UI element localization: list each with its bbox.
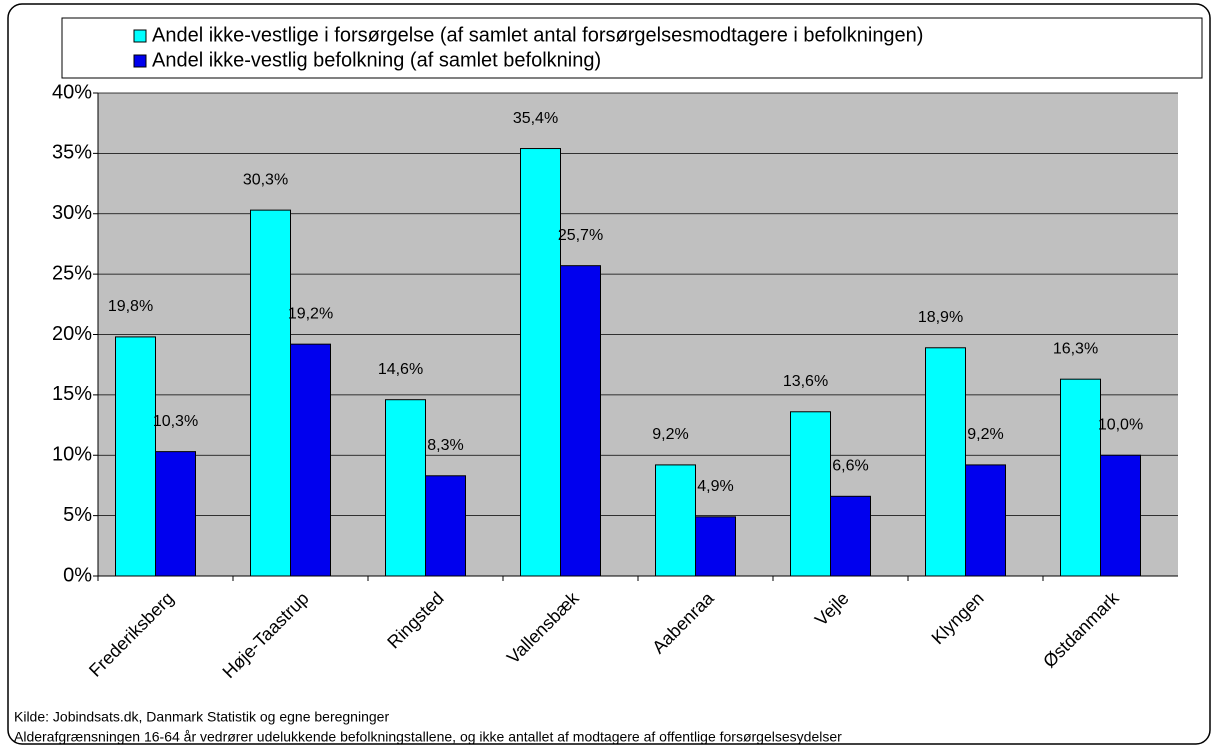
legend-swatch [133, 54, 147, 68]
y-tick-label: 15% [52, 383, 92, 405]
value-label: 35,4% [513, 110, 558, 127]
value-label: 13,6% [783, 373, 828, 390]
bar [1100, 454, 1141, 577]
value-label: 19,2% [288, 305, 333, 322]
bar [790, 411, 831, 577]
value-label: 10,3% [153, 413, 198, 430]
bar [830, 495, 871, 577]
bar [925, 347, 966, 577]
value-label: 19,8% [108, 298, 153, 315]
value-label: 14,6% [378, 361, 423, 378]
bar [965, 464, 1006, 577]
value-label: 6,6% [832, 458, 868, 475]
y-tick-label: 40% [52, 81, 92, 103]
value-label: 9,2% [967, 426, 1003, 443]
legend-swatch [133, 29, 147, 43]
value-label: 4,9% [697, 478, 733, 495]
y-tick-label: 20% [52, 323, 92, 345]
bar [520, 148, 561, 577]
value-label: 30,3% [243, 171, 288, 188]
value-label: 10,0% [1098, 416, 1143, 433]
bar [155, 451, 196, 577]
bar [250, 209, 291, 577]
source-note: Kilde: Jobindsats.dk, Danmark Statistik … [14, 709, 389, 725]
value-label: 8,3% [427, 437, 463, 454]
bar [560, 265, 601, 577]
value-label: 25,7% [558, 227, 603, 244]
value-label: 9,2% [652, 426, 688, 443]
y-tick-label: 0% [63, 564, 92, 586]
value-label: 16,3% [1053, 340, 1098, 357]
bar [655, 464, 696, 577]
bar [290, 343, 331, 577]
bar [425, 475, 466, 577]
value-label: 18,9% [918, 309, 963, 326]
y-tick-label: 5% [63, 504, 92, 526]
bar [385, 399, 426, 577]
legend-label: Andel ikke-vestlige i forsørgelse (af sa… [152, 24, 923, 46]
legend [61, 17, 1203, 79]
bar [115, 336, 156, 577]
y-tick-label: 35% [52, 142, 92, 164]
footnote: Alderafgrænsningen 16-64 år vedrører ude… [14, 729, 842, 745]
y-tick-label: 10% [52, 444, 92, 466]
bar [695, 516, 736, 577]
bar [1060, 378, 1101, 577]
legend-label: Andel ikke-vestlig befolkning (af samlet… [152, 49, 601, 71]
y-tick-label: 25% [52, 262, 92, 284]
y-tick-label: 30% [52, 202, 92, 224]
